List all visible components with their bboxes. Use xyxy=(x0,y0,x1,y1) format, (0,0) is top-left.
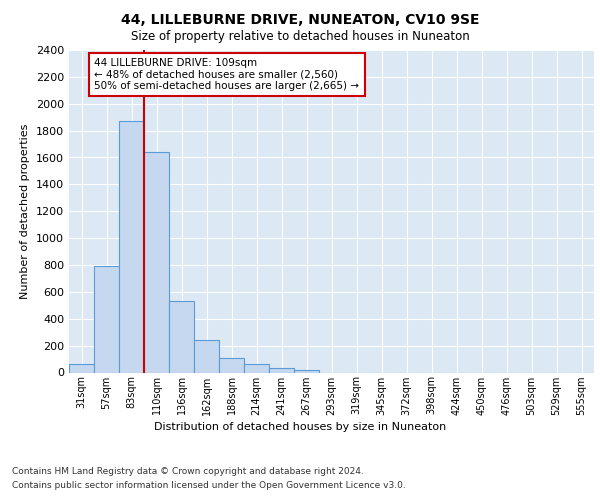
Bar xyxy=(94,266,119,372)
Bar xyxy=(119,121,144,372)
Bar xyxy=(219,358,244,372)
Text: Size of property relative to detached houses in Nuneaton: Size of property relative to detached ho… xyxy=(131,30,469,43)
Text: 44, LILLEBURNE DRIVE, NUNEATON, CV10 9SE: 44, LILLEBURNE DRIVE, NUNEATON, CV10 9SE xyxy=(121,12,479,26)
Bar xyxy=(194,340,219,372)
Bar xyxy=(269,368,294,372)
Text: Contains public sector information licensed under the Open Government Licence v3: Contains public sector information licen… xyxy=(12,481,406,490)
Text: Distribution of detached houses by size in Nuneaton: Distribution of detached houses by size … xyxy=(154,422,446,432)
Bar xyxy=(244,364,269,372)
Text: Contains HM Land Registry data © Crown copyright and database right 2024.: Contains HM Land Registry data © Crown c… xyxy=(12,468,364,476)
Bar xyxy=(169,302,194,372)
Text: 44 LILLEBURNE DRIVE: 109sqm
← 48% of detached houses are smaller (2,560)
50% of : 44 LILLEBURNE DRIVE: 109sqm ← 48% of det… xyxy=(95,58,359,92)
Bar xyxy=(144,152,169,372)
Bar xyxy=(69,364,94,372)
Y-axis label: Number of detached properties: Number of detached properties xyxy=(20,124,31,299)
Bar xyxy=(294,370,319,372)
